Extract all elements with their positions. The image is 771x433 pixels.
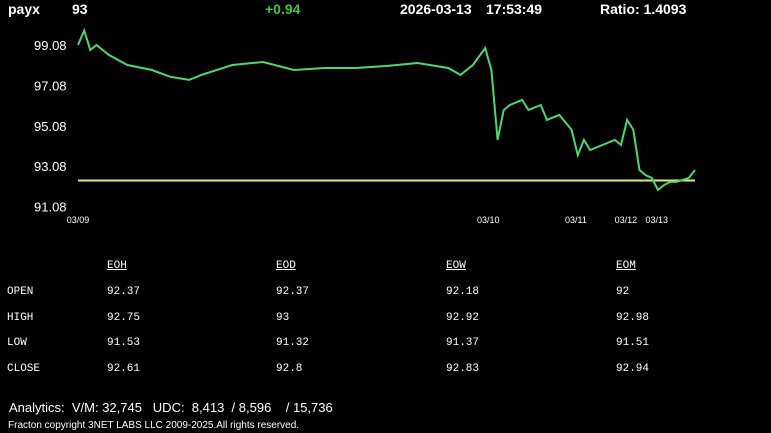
cell: 91.37: [446, 337, 480, 349]
y-tick-label: 95.08: [34, 119, 67, 134]
cell: 91.32: [276, 337, 310, 349]
x-tick-label: 03/12: [615, 215, 638, 225]
x-tick-label: 03/09: [67, 215, 90, 225]
cell: 91.53: [107, 337, 141, 349]
row-label: CLOSE: [7, 363, 41, 375]
copyright: Fracton copyright 3NET LABS LLC 2009-202…: [8, 420, 300, 431]
date: 2026-03-13: [400, 1, 472, 17]
price-line: [77, 27, 696, 192]
cell: 92.8: [276, 363, 303, 375]
change: +0.94: [265, 1, 301, 17]
cell: 92.92: [446, 312, 480, 324]
x-tick-label: 03/13: [645, 215, 668, 225]
row-label: OPEN: [7, 286, 34, 298]
column-header: EOH: [107, 260, 127, 272]
y-tick-label: 97.08: [34, 78, 67, 93]
cell: 92.83: [446, 363, 480, 375]
ratio: Ratio: 1.4093: [600, 1, 687, 17]
time: 17:53:49: [486, 1, 543, 17]
x-tick-label: 03/11: [565, 215, 587, 225]
symbol: payx: [8, 1, 40, 17]
cell: 92.37: [276, 286, 310, 298]
price: 93: [72, 1, 88, 17]
cell: 91.51: [616, 337, 650, 349]
cell: 93: [276, 312, 290, 324]
price-chart: 91.08 93.08 95.08 97.08 99.08 03/09 03/10 03/11…: [34, 27, 696, 225]
column-header: EOD: [276, 260, 296, 272]
cell: 92.94: [616, 363, 650, 375]
cell: 92.75: [107, 312, 141, 324]
analytics: Analytics: V/M: 32,745 UDC: 8,413 / 8,59…: [9, 400, 333, 415]
cell: 92.98: [616, 312, 650, 324]
cell: 92.61: [107, 363, 141, 375]
cell: 92.37: [107, 286, 141, 298]
y-tick-label: 93.08: [34, 159, 67, 174]
y-tick-label: 91.08: [34, 200, 67, 215]
x-tick-label: 03/10: [477, 215, 500, 225]
column-header: EOW: [446, 260, 466, 272]
y-tick-label: 99.08: [34, 38, 67, 53]
column-header: EOM: [616, 260, 636, 272]
cell: 92.18: [446, 286, 480, 298]
row-label: HIGH: [7, 312, 34, 324]
row-label: LOW: [7, 337, 27, 349]
cell: 92: [616, 286, 630, 298]
